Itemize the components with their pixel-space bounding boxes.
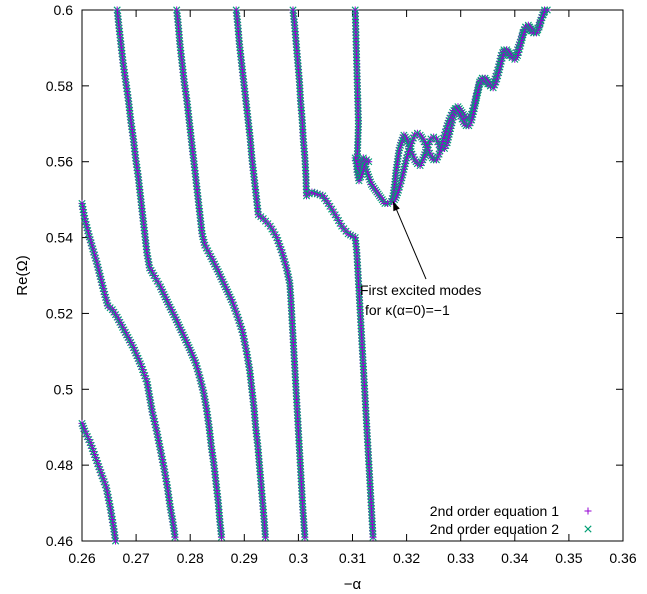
- y-tick-label: 0.56: [46, 154, 73, 170]
- legend-label-series-1: 2nd order equation 1: [430, 503, 559, 519]
- y-tick-label: 0.48: [46, 457, 73, 473]
- annotation-arrow: [392, 201, 427, 280]
- y-tick-label: 0.6: [54, 2, 74, 18]
- y-tick-label: 0.54: [46, 230, 73, 246]
- data-point-series-1: [369, 533, 377, 541]
- y-tick-label: 0.5: [54, 381, 74, 397]
- y-tick-label: 0.52: [46, 305, 73, 321]
- data-point-series-1: [409, 134, 417, 142]
- x-tick-label: 0.26: [68, 550, 95, 566]
- x-tick-label: 0.27: [122, 550, 149, 566]
- data-point-series-1: [334, 217, 342, 225]
- data-point-series-1: [491, 81, 499, 89]
- annotation-text-line-2: for κ(α=0)=−1: [365, 302, 450, 318]
- data-point-series-1: [152, 274, 160, 282]
- data-point-series-1: [85, 436, 93, 444]
- x-tick-label: 0.3: [289, 550, 309, 566]
- data-point-series-1: [268, 225, 276, 233]
- data-point-series-1: [477, 77, 485, 85]
- data-point-series-1: [333, 214, 341, 222]
- legend-marker-series-2: [584, 525, 592, 533]
- data-point-series-1: [541, 6, 549, 14]
- x-tick-label: 0.36: [609, 550, 636, 566]
- y-tick-label: 0.58: [46, 78, 73, 94]
- legend-marker-series-1: [584, 507, 592, 515]
- legend: 2nd order equation 1 2nd order equation …: [430, 503, 592, 537]
- ticks: 0.26 0.27 0.28 0.29 0.3 0.31 0.32 0.33 0.34 0.35 0…: [46, 2, 637, 566]
- data-point-series-1: [171, 533, 179, 541]
- y-axis-label: Re(Ω): [14, 255, 31, 295]
- data-point-series-1: [329, 208, 337, 216]
- x-tick-label: 0.34: [501, 550, 528, 566]
- x-tick-label: 0.33: [447, 550, 474, 566]
- annotation-text-line-1: First excited modes: [360, 282, 481, 298]
- data-point-series-1: [466, 119, 474, 127]
- data-point-series-1: [336, 219, 344, 227]
- data-point-series-1: [534, 26, 542, 34]
- data-point-series-1: [326, 202, 334, 210]
- data-point-series-1: [434, 153, 442, 161]
- y-tick-label: 0.46: [46, 533, 73, 549]
- annotation: First excited modes for κ(α=0)=−1: [360, 201, 481, 318]
- x-tick-label: 0.31: [339, 550, 366, 566]
- data-point-series-1: [301, 533, 309, 541]
- data-point-series-2: [584, 525, 592, 533]
- data-point-series-1: [270, 228, 278, 236]
- data-point-series-1: [218, 533, 226, 541]
- data-point-series-1: [271, 231, 279, 239]
- annotation-arrowhead: [393, 201, 400, 212]
- x-axis-label: −α: [344, 576, 362, 593]
- data-point-series-1: [112, 537, 120, 545]
- data-point-series-1: [153, 277, 161, 285]
- x-tick-label: 0.35: [555, 550, 582, 566]
- x-tick-label: 0.29: [231, 550, 258, 566]
- data-point-series-1: [150, 272, 158, 279]
- data-point-series-1: [365, 158, 373, 166]
- data-point-series-1: [266, 222, 274, 230]
- data-point-series-1: [261, 533, 269, 541]
- data-point-series-1: [584, 507, 592, 515]
- legend-label-series-2: 2nd order equation 2: [430, 521, 559, 537]
- data-point-series-1: [324, 199, 332, 207]
- x-tick-label: 0.28: [177, 550, 204, 566]
- x-tick-label: 0.32: [393, 550, 420, 566]
- data-marks: [78, 6, 551, 545]
- data-point-series-1: [417, 159, 425, 167]
- data-point-series-1: [328, 205, 336, 213]
- data-point-series-1: [331, 211, 339, 219]
